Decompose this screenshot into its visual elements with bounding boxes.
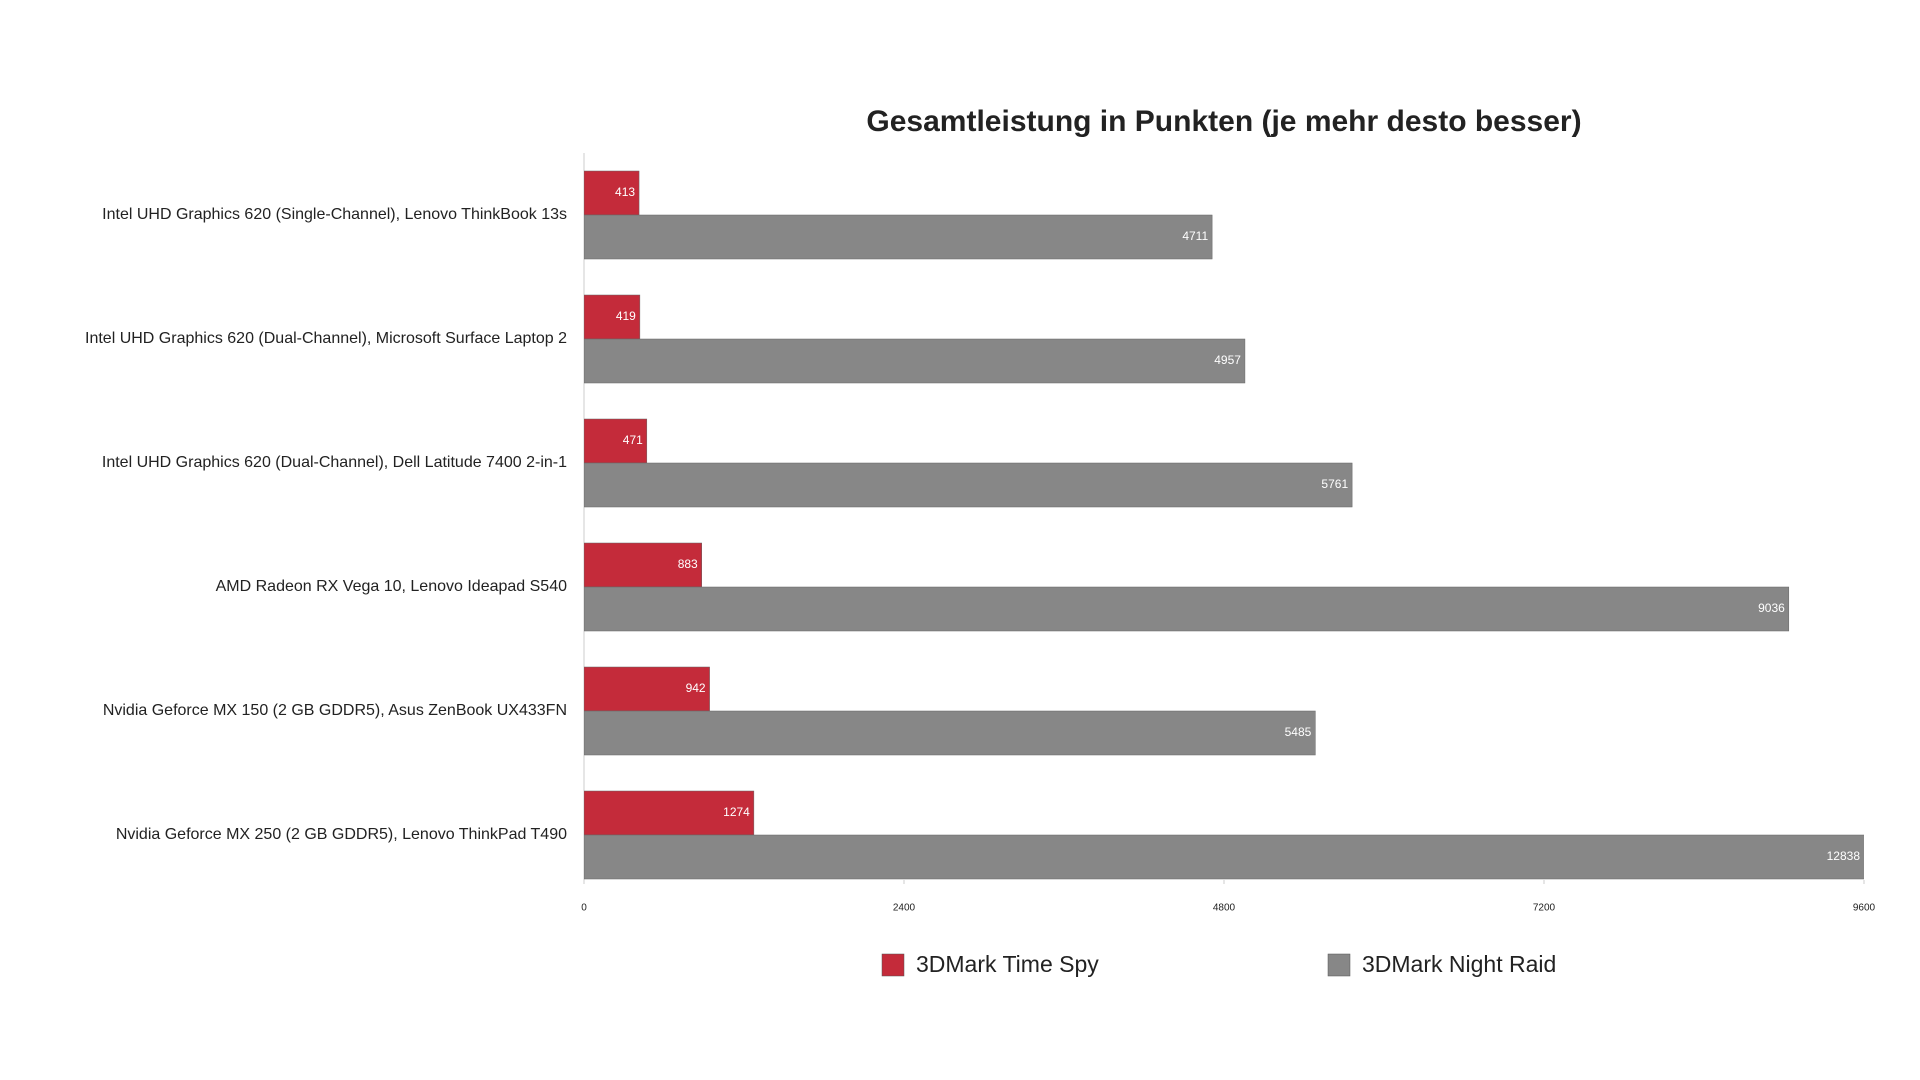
x-tick-label: 2400 <box>893 903 916 914</box>
x-tick-label: 9600 <box>1853 903 1876 914</box>
value-label: 5761 <box>1321 477 1348 491</box>
y-tick-label: Intel UHD Graphics 620 (Dual-Channel), D… <box>102 454 567 471</box>
value-label: 883 <box>678 557 698 571</box>
y-tick-label: Intel UHD Graphics 620 (Dual-Channel), M… <box>85 330 567 347</box>
value-label: 413 <box>615 185 635 199</box>
value-label: 1274 <box>723 805 750 819</box>
chart-title: Gesamtleistung in Punkten (je mehr desto… <box>866 105 1581 138</box>
value-label: 4957 <box>1214 353 1241 367</box>
x-tick-label: 0 <box>581 903 587 914</box>
bar <box>584 418 648 464</box>
value-label: 471 <box>623 433 643 447</box>
bar <box>584 462 1353 508</box>
bar <box>584 170 640 216</box>
y-tick-label: AMD Radeon RX Vega 10, Lenovo Ideapad S5… <box>216 578 567 595</box>
value-label: 5485 <box>1285 725 1312 739</box>
plot-area <box>584 170 1864 880</box>
value-label: 419 <box>616 309 636 323</box>
bar <box>584 542 702 588</box>
bar <box>584 586 1790 632</box>
value-label: 9036 <box>1758 601 1785 615</box>
x-tick-label: 4800 <box>1213 903 1236 914</box>
value-label: 4711 <box>1182 229 1208 243</box>
bar <box>584 294 641 340</box>
x-tick-label: 7200 <box>1533 903 1556 914</box>
y-tick-label: Nvidia Geforce MX 250 (2 GB GDDR5), Leno… <box>116 826 567 843</box>
legend-swatch <box>881 953 905 977</box>
value-label: 942 <box>686 681 706 695</box>
value-label: 12838 <box>1827 849 1861 863</box>
bar <box>584 666 710 712</box>
bar <box>584 834 1864 880</box>
legend-label: 3DMark Time Spy <box>916 951 1099 977</box>
bar <box>584 214 1213 260</box>
legend-swatch <box>1327 953 1351 977</box>
y-tick-label: Intel UHD Graphics 620 (Single-Channel),… <box>102 206 567 223</box>
bar <box>584 338 1246 384</box>
bar <box>584 790 755 836</box>
bar <box>584 710 1316 756</box>
legend-label: 3DMark Night Raid <box>1362 951 1556 977</box>
y-tick-label: Nvidia Geforce MX 150 (2 GB GDDR5), Asus… <box>103 702 567 719</box>
